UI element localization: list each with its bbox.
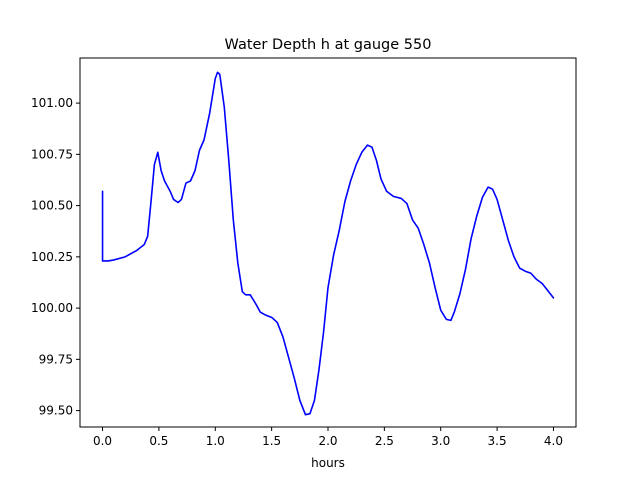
y-tick-label: 100.00 [31,301,73,315]
y-tick-label: 100.75 [31,147,73,161]
x-tick-label: 0.0 [93,434,112,448]
series-line [101,71,555,416]
y-tick-label: 100.25 [31,250,73,264]
x-tick-label: 3.0 [431,434,450,448]
x-tick-label: 3.5 [488,434,507,448]
x-tick-label: 1.0 [206,434,225,448]
y-tick-label: 99.50 [39,404,73,418]
x-tick-label: 0.5 [149,434,168,448]
plot-area [101,71,555,416]
chart-title: Water Depth h at gauge 550 [225,37,432,53]
x-axis-label: hours [311,456,345,470]
y-tick-label: 101.00 [31,96,73,110]
x-tick-label: 4.0 [544,434,563,448]
x-tick-label: 2.0 [318,434,337,448]
x-tick-label: 1.5 [262,434,281,448]
x-tick-label: 2.5 [375,434,394,448]
axis-ticks: 0.0 0.5 1.0 1.5 2.0 2.5 3.0 3.5 4.0 99.50 99.75 100… [31,96,563,448]
y-tick-label: 99.75 [39,352,73,366]
y-tick-label: 100.50 [31,199,73,213]
plot-frame [79,57,577,428]
